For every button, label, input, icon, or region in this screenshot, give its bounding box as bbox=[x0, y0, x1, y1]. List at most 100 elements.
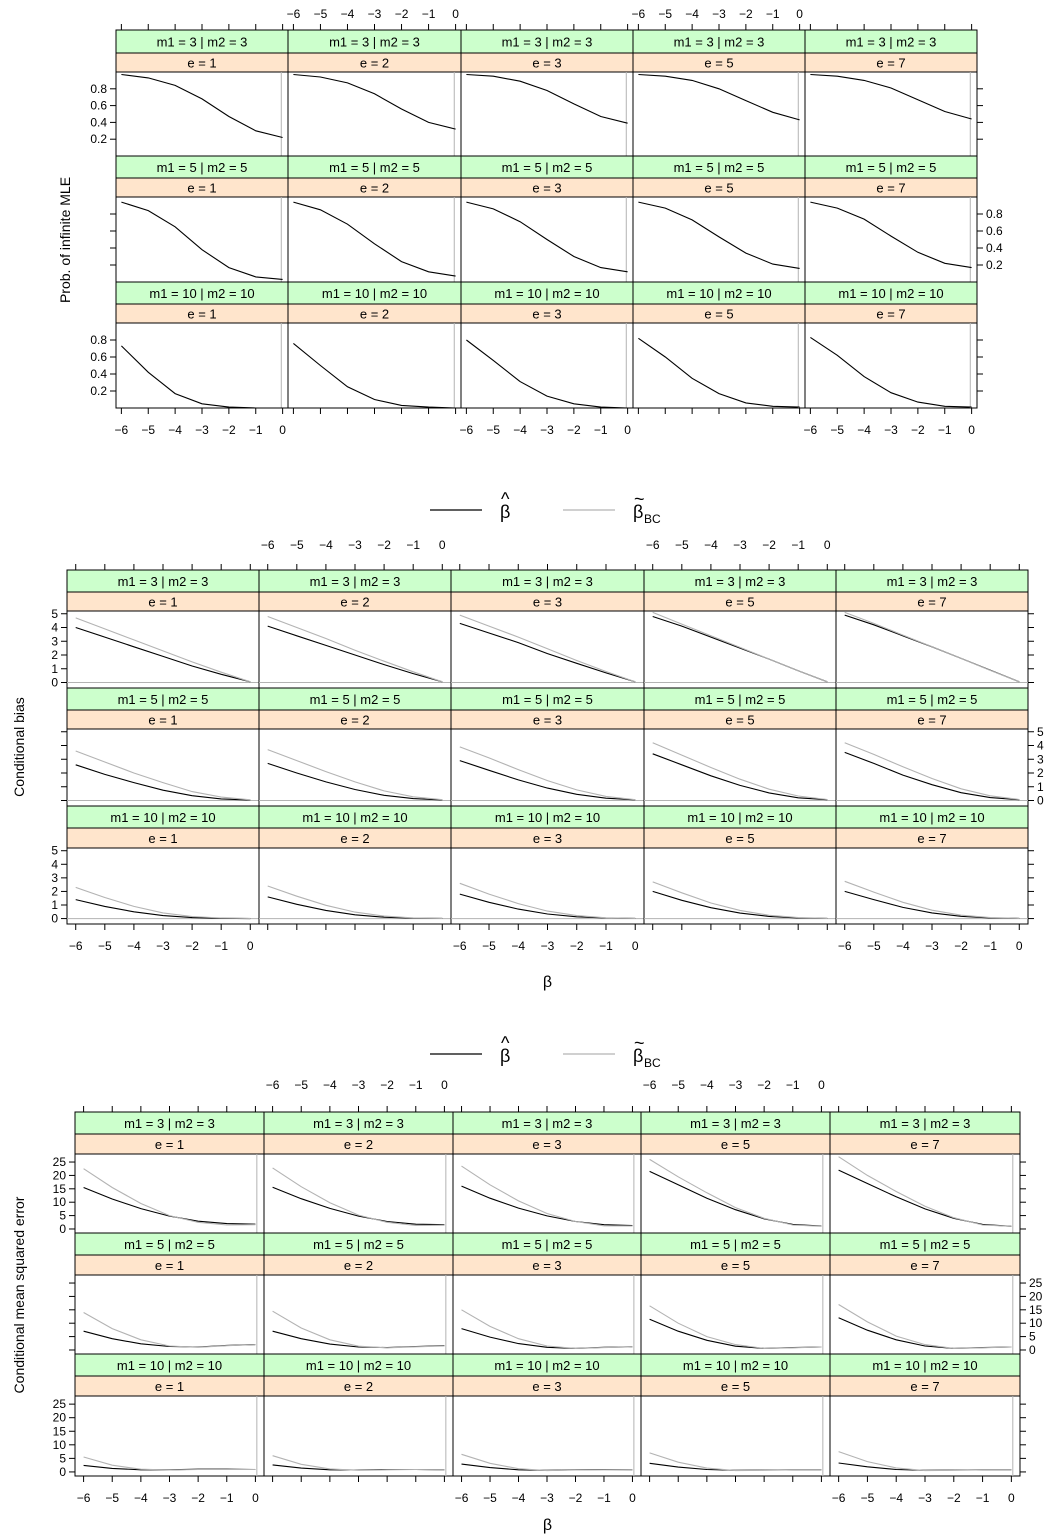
y-tick-label: 0.6 bbox=[90, 350, 107, 364]
x-tick-label: 0 bbox=[824, 538, 831, 552]
series-line-mle bbox=[459, 622, 636, 683]
x-tick-label: −2 bbox=[911, 423, 925, 437]
strip-label-columns: e = 1 bbox=[187, 307, 216, 322]
strip-label-columns: e = 2 bbox=[360, 56, 389, 71]
series-line-mle bbox=[75, 626, 251, 683]
legend-subscript: BC bbox=[644, 512, 661, 526]
strip-label-rows: m1 = 3 | m2 = 3 bbox=[502, 574, 593, 589]
series-line-mle bbox=[649, 1462, 822, 1471]
strip-label-columns: e = 2 bbox=[340, 595, 369, 610]
x-tick-label: −2 bbox=[377, 538, 391, 552]
strip-label-columns: e = 2 bbox=[344, 1258, 373, 1273]
y-tick-label: 0.4 bbox=[90, 115, 107, 129]
y-tick-label: 3 bbox=[51, 634, 58, 648]
strip-label-rows: m1 = 3 | m2 = 3 bbox=[118, 574, 209, 589]
strip-label-rows: m1 = 5 | m2 = 5 bbox=[695, 692, 786, 707]
y-tick-label: 0.8 bbox=[90, 82, 107, 96]
y-tick-label: 4 bbox=[51, 857, 58, 871]
x-tick-label: −1 bbox=[599, 939, 613, 953]
y-tick-label: 3 bbox=[51, 871, 58, 885]
series-line-bc bbox=[461, 1165, 633, 1227]
x-tick-label: −6 bbox=[453, 939, 467, 953]
x-tick-label: −6 bbox=[832, 1491, 846, 1505]
x-tick-label: −2 bbox=[569, 1491, 583, 1505]
x-tick-label: −5 bbox=[671, 1078, 685, 1092]
series-line-bc bbox=[838, 1156, 1012, 1227]
series-line-mle bbox=[638, 73, 800, 121]
strip-label-columns: e = 7 bbox=[910, 1379, 939, 1394]
panel bbox=[460, 71, 634, 157]
strip-label-rows: m1 = 5 | m2 = 5 bbox=[880, 1237, 971, 1252]
chart-2: m1 = 3 | m2 = 3 e = 1 m1 = 3 | m2 = 3 e = 2… bbox=[11, 538, 1044, 1070]
strip-label-columns: e = 1 bbox=[148, 595, 177, 610]
series-line-mle bbox=[461, 1185, 633, 1227]
series-line-mle bbox=[293, 73, 456, 130]
strip-label-rows: m1 = 3 | m2 = 3 bbox=[310, 574, 401, 589]
series-line-bc bbox=[844, 880, 1020, 919]
y-tick-label: 0.2 bbox=[90, 132, 107, 146]
y-tick-label: 15 bbox=[53, 1424, 67, 1438]
series-line-bc bbox=[649, 1452, 822, 1472]
y-tick-label: 1 bbox=[51, 662, 58, 676]
x-tick-label: −6 bbox=[646, 538, 660, 552]
strip-label-rows: m1 = 10 | m2 = 10 bbox=[302, 810, 407, 825]
series-line-mle bbox=[121, 345, 283, 409]
y-tick-label: 5 bbox=[59, 1209, 66, 1223]
strip-label-columns: e = 2 bbox=[344, 1137, 373, 1152]
strip-label-rows: m1 = 3 | m2 = 3 bbox=[502, 35, 593, 50]
panel bbox=[115, 196, 289, 283]
x-tick-label: −6 bbox=[460, 423, 474, 437]
x-tick-label: 0 bbox=[441, 1078, 448, 1092]
strip-label-columns: e = 3 bbox=[533, 831, 562, 846]
series-line-bc bbox=[272, 1455, 445, 1471]
legend-symbol: β bbox=[633, 502, 643, 522]
panel bbox=[115, 71, 289, 157]
series-line-mle bbox=[838, 1462, 1012, 1471]
strip-label-rows: m1 = 10 | m2 = 10 bbox=[322, 286, 427, 301]
x-tick-label: −1 bbox=[249, 423, 263, 437]
y-tick-label: 0.6 bbox=[986, 224, 1003, 238]
x-tick-label: −5 bbox=[658, 7, 672, 21]
series-line-bc bbox=[272, 1167, 445, 1227]
x-tick-label: −5 bbox=[314, 7, 328, 21]
x-tick-label: −2 bbox=[947, 1491, 961, 1505]
strip-label-rows: m1 = 3 | m2 = 3 bbox=[695, 574, 786, 589]
strip-label-columns: e = 7 bbox=[917, 713, 946, 728]
y-tick-label: 0.8 bbox=[986, 207, 1003, 221]
strip-label-columns: e = 3 bbox=[532, 1137, 561, 1152]
strip-label-columns: e = 2 bbox=[360, 307, 389, 322]
x-tick-label: −3 bbox=[925, 939, 939, 953]
panel bbox=[263, 1395, 454, 1477]
strip-label-columns: e = 3 bbox=[532, 56, 561, 71]
x-tick-label: −3 bbox=[729, 1078, 743, 1092]
series-line-bc bbox=[75, 617, 251, 683]
series-line-mle bbox=[293, 201, 456, 277]
x-tick-label: −2 bbox=[954, 939, 968, 953]
series-line-mle bbox=[461, 1328, 633, 1349]
y-tick-label: 10 bbox=[53, 1195, 67, 1209]
series-line-mle bbox=[293, 342, 456, 409]
y-tick-label: 5 bbox=[59, 1451, 66, 1465]
x-tick-label: −4 bbox=[889, 1491, 903, 1505]
panel bbox=[452, 1395, 642, 1477]
y-tick-label: 0 bbox=[59, 1222, 66, 1236]
panel bbox=[287, 322, 462, 409]
y-tick-label: 1 bbox=[51, 898, 58, 912]
series-line-mle bbox=[466, 201, 628, 273]
series-line-mle bbox=[272, 1186, 445, 1226]
strip-label-rows: m1 = 5 | m2 = 5 bbox=[502, 1237, 593, 1252]
x-tick-label: 0 bbox=[632, 939, 639, 953]
strip-label-rows: m1 = 3 | m2 = 3 bbox=[313, 1116, 404, 1131]
y-tick-label: 0 bbox=[1037, 794, 1044, 808]
x-tick-label: −1 bbox=[791, 538, 805, 552]
strip-label-columns: e = 2 bbox=[340, 713, 369, 728]
y-tick-label: 20 bbox=[53, 1168, 67, 1182]
y-tick-label: 25 bbox=[53, 1397, 67, 1411]
panel bbox=[263, 1153, 454, 1234]
legend-accent: ^ bbox=[501, 489, 510, 509]
x-tick-label: 0 bbox=[279, 423, 286, 437]
x-tick-label: −3 bbox=[163, 1491, 177, 1505]
x-tick-label: −5 bbox=[98, 939, 112, 953]
strip-label-columns: e = 7 bbox=[910, 1137, 939, 1152]
series-line-mle bbox=[649, 1318, 822, 1349]
